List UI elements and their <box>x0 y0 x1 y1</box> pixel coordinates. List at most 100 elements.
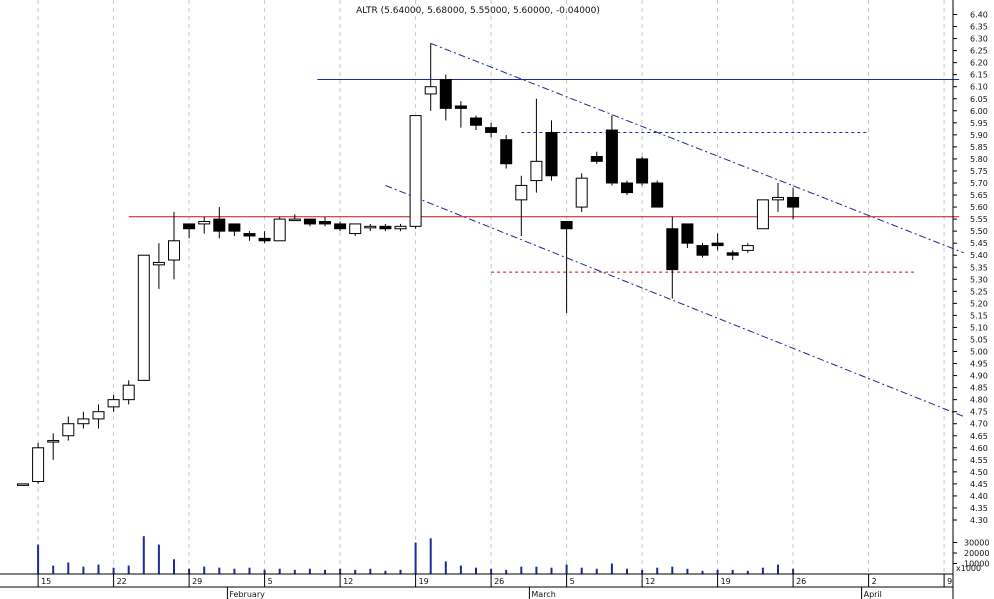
candle <box>470 115 482 131</box>
candle <box>77 411 90 429</box>
candle-body <box>485 127 498 133</box>
candle <box>651 180 664 208</box>
trend-lines <box>128 42 964 417</box>
price-tick-label: 6.20 <box>970 59 988 68</box>
price-tick-label: 4.55 <box>970 456 988 465</box>
candle-body <box>470 117 482 126</box>
price-tick-label: 6.10 <box>970 83 988 92</box>
candle-body <box>636 158 649 184</box>
day-tick-label: 19 <box>419 577 429 586</box>
price-tick-label: 4.50 <box>970 468 988 477</box>
candle-body <box>726 252 739 256</box>
price-tick-label: 5.00 <box>970 348 988 357</box>
candle <box>379 223 392 232</box>
candle-body <box>243 233 256 237</box>
candle <box>696 243 709 258</box>
price-tick-label: 4.70 <box>970 420 988 429</box>
candle <box>787 187 800 220</box>
candle <box>741 243 754 253</box>
candle <box>560 221 573 313</box>
volume-tick-label: 30000 <box>964 539 989 548</box>
candle <box>183 223 196 239</box>
price-tick-label: 5.40 <box>970 251 988 260</box>
price-tick-label: 5.70 <box>970 179 988 188</box>
dashdot-trend-line <box>385 184 964 417</box>
candle-body <box>409 115 422 227</box>
candle-body <box>319 221 331 225</box>
candle <box>756 199 769 230</box>
candle-body <box>288 218 301 222</box>
price-tick-label: 6.15 <box>970 71 988 80</box>
day-tick-label: 5 <box>268 577 273 586</box>
day-tick-label: 12 <box>343 577 353 586</box>
candle <box>636 156 649 186</box>
price-tick-label: 5.60 <box>970 203 988 212</box>
price-tick-label: 5.75 <box>970 167 988 176</box>
candle-body <box>183 223 196 230</box>
price-tick-label: 5.25 <box>970 287 988 296</box>
candle-body <box>500 139 513 165</box>
price-tick-label: 5.05 <box>970 335 988 344</box>
month-tick-label: March <box>531 590 555 599</box>
candle-body <box>651 182 664 208</box>
candle <box>530 98 543 193</box>
chart-title: ALTR (5.64000, 5.68000, 5.55000, 5.60000… <box>356 6 600 16</box>
candle-body <box>424 86 437 95</box>
axes <box>0 0 954 599</box>
day-tick-label: 12 <box>645 577 655 586</box>
candle-body <box>696 245 709 256</box>
candle <box>364 223 377 232</box>
candle <box>258 231 271 244</box>
day-tick-label: 2 <box>872 577 877 586</box>
price-tick-label: 6.25 <box>970 47 988 56</box>
candle <box>62 416 75 441</box>
candle <box>590 151 603 164</box>
day-tick-label: 15 <box>41 577 51 586</box>
candle-body <box>364 225 377 229</box>
candle <box>485 122 498 138</box>
candle <box>772 183 784 212</box>
candle <box>711 233 724 251</box>
candle <box>319 216 331 227</box>
price-tick-label: 4.90 <box>970 372 988 381</box>
candle <box>500 134 513 169</box>
candle-body <box>711 242 724 247</box>
candle-body <box>137 254 150 381</box>
day-tick-label: 9 <box>947 577 952 586</box>
candle-body <box>228 223 241 232</box>
candle <box>575 173 588 212</box>
candle-body <box>213 218 226 232</box>
candle-body <box>454 105 467 109</box>
price-tick-label: 4.35 <box>970 504 988 513</box>
price-tick-label: 4.60 <box>970 444 988 453</box>
candle <box>666 216 679 299</box>
candle-body <box>756 199 769 230</box>
candle-body <box>621 182 633 194</box>
price-tick-label: 5.10 <box>970 323 988 332</box>
candle-body <box>32 447 45 482</box>
candle-body <box>198 221 211 225</box>
dashdot-trend-line <box>430 42 964 254</box>
candle <box>409 115 422 229</box>
candle <box>621 180 633 196</box>
candle-body <box>107 399 120 408</box>
price-tick-label: 5.80 <box>970 155 988 164</box>
candle-body <box>273 218 286 242</box>
price-tick-label: 5.95 <box>970 119 988 128</box>
candle <box>198 216 211 234</box>
candle <box>107 394 120 412</box>
price-tick-label: 6.05 <box>970 95 988 104</box>
candle-body <box>575 177 588 208</box>
candle <box>137 254 150 381</box>
month-tick-label: April <box>864 590 882 599</box>
candle <box>213 207 226 239</box>
candle-body <box>787 196 800 208</box>
price-tick-label: 5.45 <box>970 239 988 248</box>
candle <box>17 483 29 486</box>
price-tick-label: 5.15 <box>970 311 988 320</box>
candle-body <box>666 228 679 271</box>
price-tick-label: 4.65 <box>970 432 988 441</box>
candle <box>545 120 558 181</box>
